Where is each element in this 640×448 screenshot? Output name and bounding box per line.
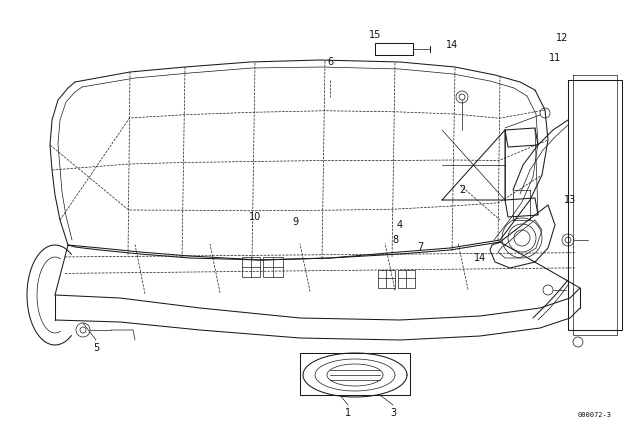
Text: 8: 8: [392, 235, 398, 245]
Text: 000072-3: 000072-3: [578, 412, 612, 418]
Text: 13: 13: [564, 195, 576, 205]
Bar: [263, 257, 283, 277]
Text: 15: 15: [369, 30, 381, 40]
Text: 4: 4: [397, 220, 403, 230]
Text: 5: 5: [93, 343, 99, 353]
Text: 14: 14: [474, 253, 486, 263]
Text: 11: 11: [549, 53, 561, 63]
Text: 2: 2: [459, 185, 465, 195]
Text: 14: 14: [446, 40, 458, 50]
Bar: [242, 257, 260, 277]
Bar: [398, 270, 415, 288]
Text: 1: 1: [345, 408, 351, 418]
Text: 10: 10: [249, 212, 261, 222]
Text: 12: 12: [556, 33, 568, 43]
Bar: [300, 353, 410, 395]
Bar: [378, 270, 395, 288]
Text: 6: 6: [327, 57, 333, 67]
Text: 7: 7: [417, 242, 423, 252]
Text: 9: 9: [292, 217, 298, 227]
Text: 3: 3: [390, 408, 396, 418]
